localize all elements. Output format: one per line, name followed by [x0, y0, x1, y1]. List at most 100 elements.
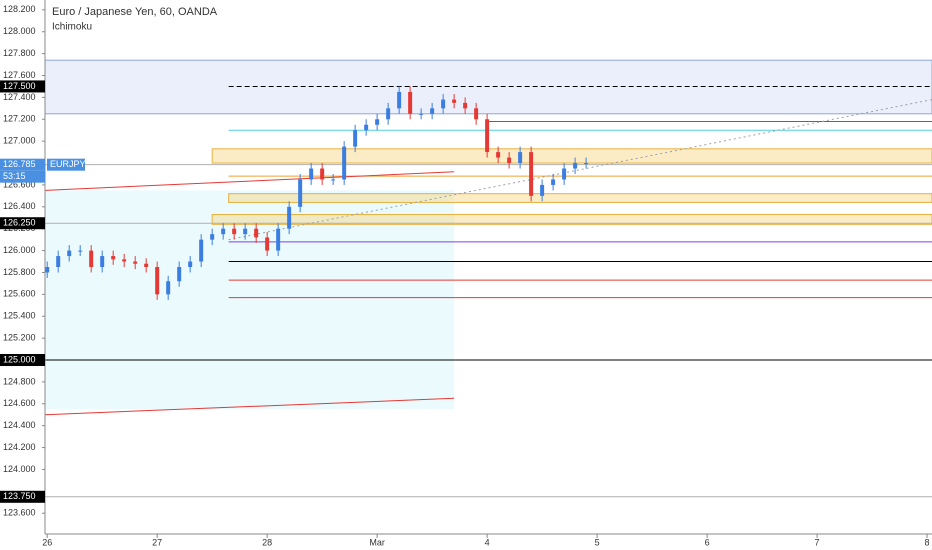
y-tick-label: 127.000 [3, 136, 36, 146]
candle-body [232, 228, 237, 235]
y-tick-label: 127.600 [3, 70, 36, 80]
candle-body [243, 228, 248, 235]
candle-body [111, 256, 116, 260]
candle-body [408, 91, 413, 114]
candle-body [320, 168, 325, 180]
x-tick-label: 28 [262, 537, 272, 547]
price-label-bg [0, 158, 45, 171]
chart-subtitle: Ichimoku [52, 22, 92, 33]
price-label-bg [0, 217, 45, 230]
zone [45, 190, 455, 410]
countdown-bg [0, 170, 45, 183]
x-tick-label: 4 [485, 537, 490, 547]
candle-body [56, 256, 61, 267]
candle-body [342, 146, 347, 180]
candle-body [309, 168, 314, 180]
price-label: 127.500 [3, 81, 36, 91]
candle-body [562, 168, 567, 180]
chart-title: Euro / Japanese Yen, 60, OANDA [52, 6, 218, 18]
candle-body [199, 239, 204, 262]
y-tick-label: 125.400 [3, 311, 36, 321]
candle-body [540, 184, 545, 196]
y-tick-label: 128.000 [3, 26, 36, 36]
y-tick-label: 125.200 [3, 333, 36, 343]
candle-body [144, 263, 149, 267]
price-label-bg [0, 490, 45, 503]
candle-body [441, 99, 446, 109]
price-label: 125.000 [3, 354, 36, 364]
y-tick-label: 126.000 [3, 245, 36, 255]
candle-body [67, 250, 72, 257]
candle-body [89, 250, 94, 267]
candle-body [573, 163, 578, 169]
trendline [44, 171, 455, 191]
candle-body [45, 267, 50, 273]
zone [44, 59, 932, 115]
candle-body [133, 261, 138, 264]
y-tick-label: 123.600 [3, 508, 36, 518]
countdown: 53:15 [3, 171, 26, 181]
candle-body [474, 108, 479, 120]
candle-body [529, 152, 534, 196]
candle-body [386, 108, 391, 120]
y-tick-label: 126.600 [3, 179, 36, 189]
candle-body [463, 102, 468, 109]
symbol-label-bg [47, 158, 85, 171]
candle-body [287, 206, 292, 229]
y-tick-label: 124.800 [3, 376, 36, 386]
y-tick-label: 125.600 [3, 289, 36, 299]
price-label: 126.785 [3, 159, 36, 169]
candle-body [353, 130, 358, 147]
x-tick-label: 27 [152, 537, 162, 547]
y-tick-label: 124.000 [3, 464, 36, 474]
candle-body [254, 228, 259, 238]
candle-body [265, 237, 270, 251]
candle-body [551, 179, 556, 185]
y-tick-label: 124.600 [3, 398, 36, 408]
candle-body [452, 99, 457, 103]
price-label-bg [0, 80, 45, 93]
candle-body [507, 157, 512, 164]
y-tick-label: 127.200 [3, 114, 36, 124]
y-tick-label: 127.400 [3, 92, 36, 102]
zone [228, 193, 932, 203]
x-tick-label: 26 [42, 537, 52, 547]
candle-body [276, 228, 281, 251]
y-tick-label: 127.800 [3, 48, 36, 58]
candle-body [177, 267, 182, 282]
price-label: 126.250 [3, 218, 36, 228]
y-tick-label: 126.400 [3, 201, 36, 211]
symbol-label: EURJPY [50, 159, 86, 169]
candle-body [100, 256, 105, 267]
candle-body [221, 228, 226, 235]
candle-body [122, 259, 127, 262]
y-tick-label: 124.400 [3, 420, 36, 430]
x-tick-label: 6 [705, 537, 710, 547]
y-tick-label: 124.200 [3, 442, 36, 452]
x-tick-label: 5 [595, 537, 600, 547]
candle-body [298, 179, 303, 207]
candle-body [364, 124, 369, 131]
y-tick-label: 128.200 [3, 4, 36, 14]
x-tick-label: Mar [369, 537, 385, 547]
candle-body [188, 261, 193, 267]
candle-body [397, 91, 402, 109]
x-axis-bg [46, 535, 932, 550]
candle-body [485, 119, 490, 153]
candle-body [419, 113, 424, 115]
trendline [44, 397, 455, 416]
candle-body [584, 163, 589, 165]
candle-body [166, 281, 171, 295]
candle-body [430, 108, 435, 114]
price-label: 123.750 [3, 491, 36, 501]
candle-body [518, 152, 523, 164]
zone [211, 148, 932, 164]
y-tick-label: 125.800 [3, 267, 36, 277]
candle-body [496, 152, 501, 158]
x-tick-label: 7 [815, 537, 820, 547]
price-label-bg [0, 354, 45, 367]
candle-body [78, 250, 83, 252]
candle-body [375, 119, 380, 125]
candle-body [331, 179, 336, 181]
